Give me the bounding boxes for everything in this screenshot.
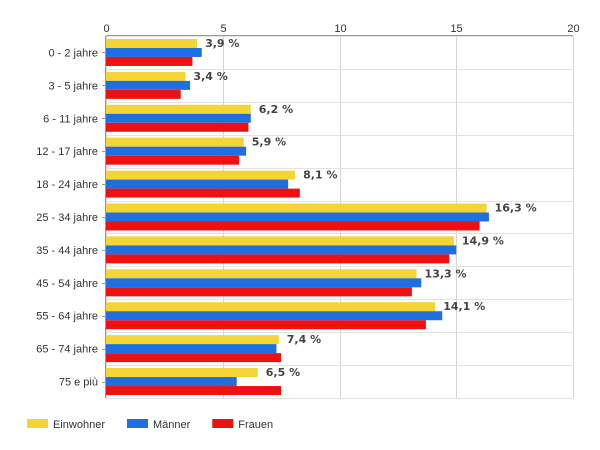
category-label: 3 - 5 jahre: [48, 80, 98, 92]
bar-einwohner: [106, 104, 251, 114]
legend-swatch: [27, 419, 48, 428]
category-label: 65 - 74 jahre: [36, 344, 98, 356]
bars: [106, 38, 489, 396]
data-label: 13,3 %: [425, 267, 467, 280]
legend-swatch: [126, 419, 148, 428]
legend-label: Frauen: [238, 419, 273, 431]
bar-einwohner: [106, 335, 279, 345]
bar-frauen: [106, 89, 181, 99]
data-label: 14,9 %: [462, 234, 504, 247]
data-label: 6,2 %: [259, 103, 293, 116]
bar-einwohner: [106, 302, 436, 312]
bar-einwohner: [106, 203, 487, 213]
category-label: 12 - 17 jahre: [36, 146, 98, 158]
category-label: 45 - 54 jahre: [36, 278, 98, 290]
labels: 3,9 % 3,4 % 6,2 % 5,9 % 8,1 % 16,3 % 14,9 % 13,…: [193, 37, 536, 379]
bar-m-nner: [106, 311, 443, 321]
x-tick-label: 15: [450, 23, 462, 35]
data-label: 14,1 %: [443, 300, 485, 313]
data-label: 7,4 %: [287, 333, 321, 346]
bar-m-nner: [106, 344, 277, 354]
data-label: 5,9 %: [252, 136, 286, 149]
x-tick-label: 5: [220, 23, 226, 35]
bar-einwohner: [106, 368, 258, 378]
data-label: 8,1 %: [303, 169, 337, 182]
bar-m-nner: [106, 179, 289, 189]
axes: 0 5 10 15 20 0 - 2 jahre 3 - 5 jahre 6 - 11 jah…: [36, 23, 580, 398]
bar-frauen: [106, 122, 249, 132]
legend-swatch: [212, 419, 234, 428]
bar-einwohner: [106, 38, 198, 48]
bar-einwohner: [106, 71, 186, 81]
bar-frauen: [106, 353, 282, 363]
bar-frauen: [106, 188, 300, 198]
category-label: 0 - 2 jahre: [48, 47, 98, 59]
bar-einwohner: [106, 137, 244, 147]
legend-label: Einwohner: [53, 419, 105, 431]
gridlines: [106, 36, 574, 399]
legend: Einwohner Männer Frauen: [27, 419, 273, 431]
bar-einwohner: [106, 236, 454, 246]
category-label: 6 - 11 jahre: [43, 113, 98, 125]
bar-frauen: [106, 56, 193, 66]
bar-frauen: [106, 155, 240, 165]
bar-frauen: [106, 386, 282, 396]
bar-frauen: [106, 254, 450, 264]
bar-einwohner: [106, 170, 296, 180]
category-label: 25 - 34 jahre: [36, 212, 98, 224]
bar-frauen: [106, 287, 412, 297]
x-tick-label: 20: [567, 23, 579, 35]
bar-m-nner: [106, 245, 457, 255]
category-label: 35 - 44 jahre: [36, 245, 98, 257]
bar-m-nner: [106, 212, 489, 222]
bar-m-nner: [106, 80, 191, 90]
legend-label: Männer: [153, 419, 191, 431]
category-label: 75 e più: [59, 377, 98, 389]
category-label: 55 - 64 jahre: [36, 311, 98, 323]
bar-m-nner: [106, 146, 247, 156]
bar-m-nner: [106, 377, 237, 387]
bar-frauen: [106, 320, 426, 330]
category-label: 18 - 24 jahre: [36, 179, 98, 191]
x-tick-label: 0: [103, 23, 109, 35]
data-label: 3,9 %: [205, 37, 239, 50]
data-label: 6,5 %: [266, 366, 300, 379]
data-label: 3,4 %: [193, 70, 227, 83]
bar-m-nner: [106, 47, 202, 57]
x-tick-label: 10: [334, 23, 346, 35]
bar-frauen: [106, 221, 480, 231]
bar-m-nner: [106, 278, 422, 288]
bar-m-nner: [106, 113, 251, 123]
data-label: 16,3 %: [495, 202, 537, 215]
bar-einwohner: [106, 269, 417, 279]
